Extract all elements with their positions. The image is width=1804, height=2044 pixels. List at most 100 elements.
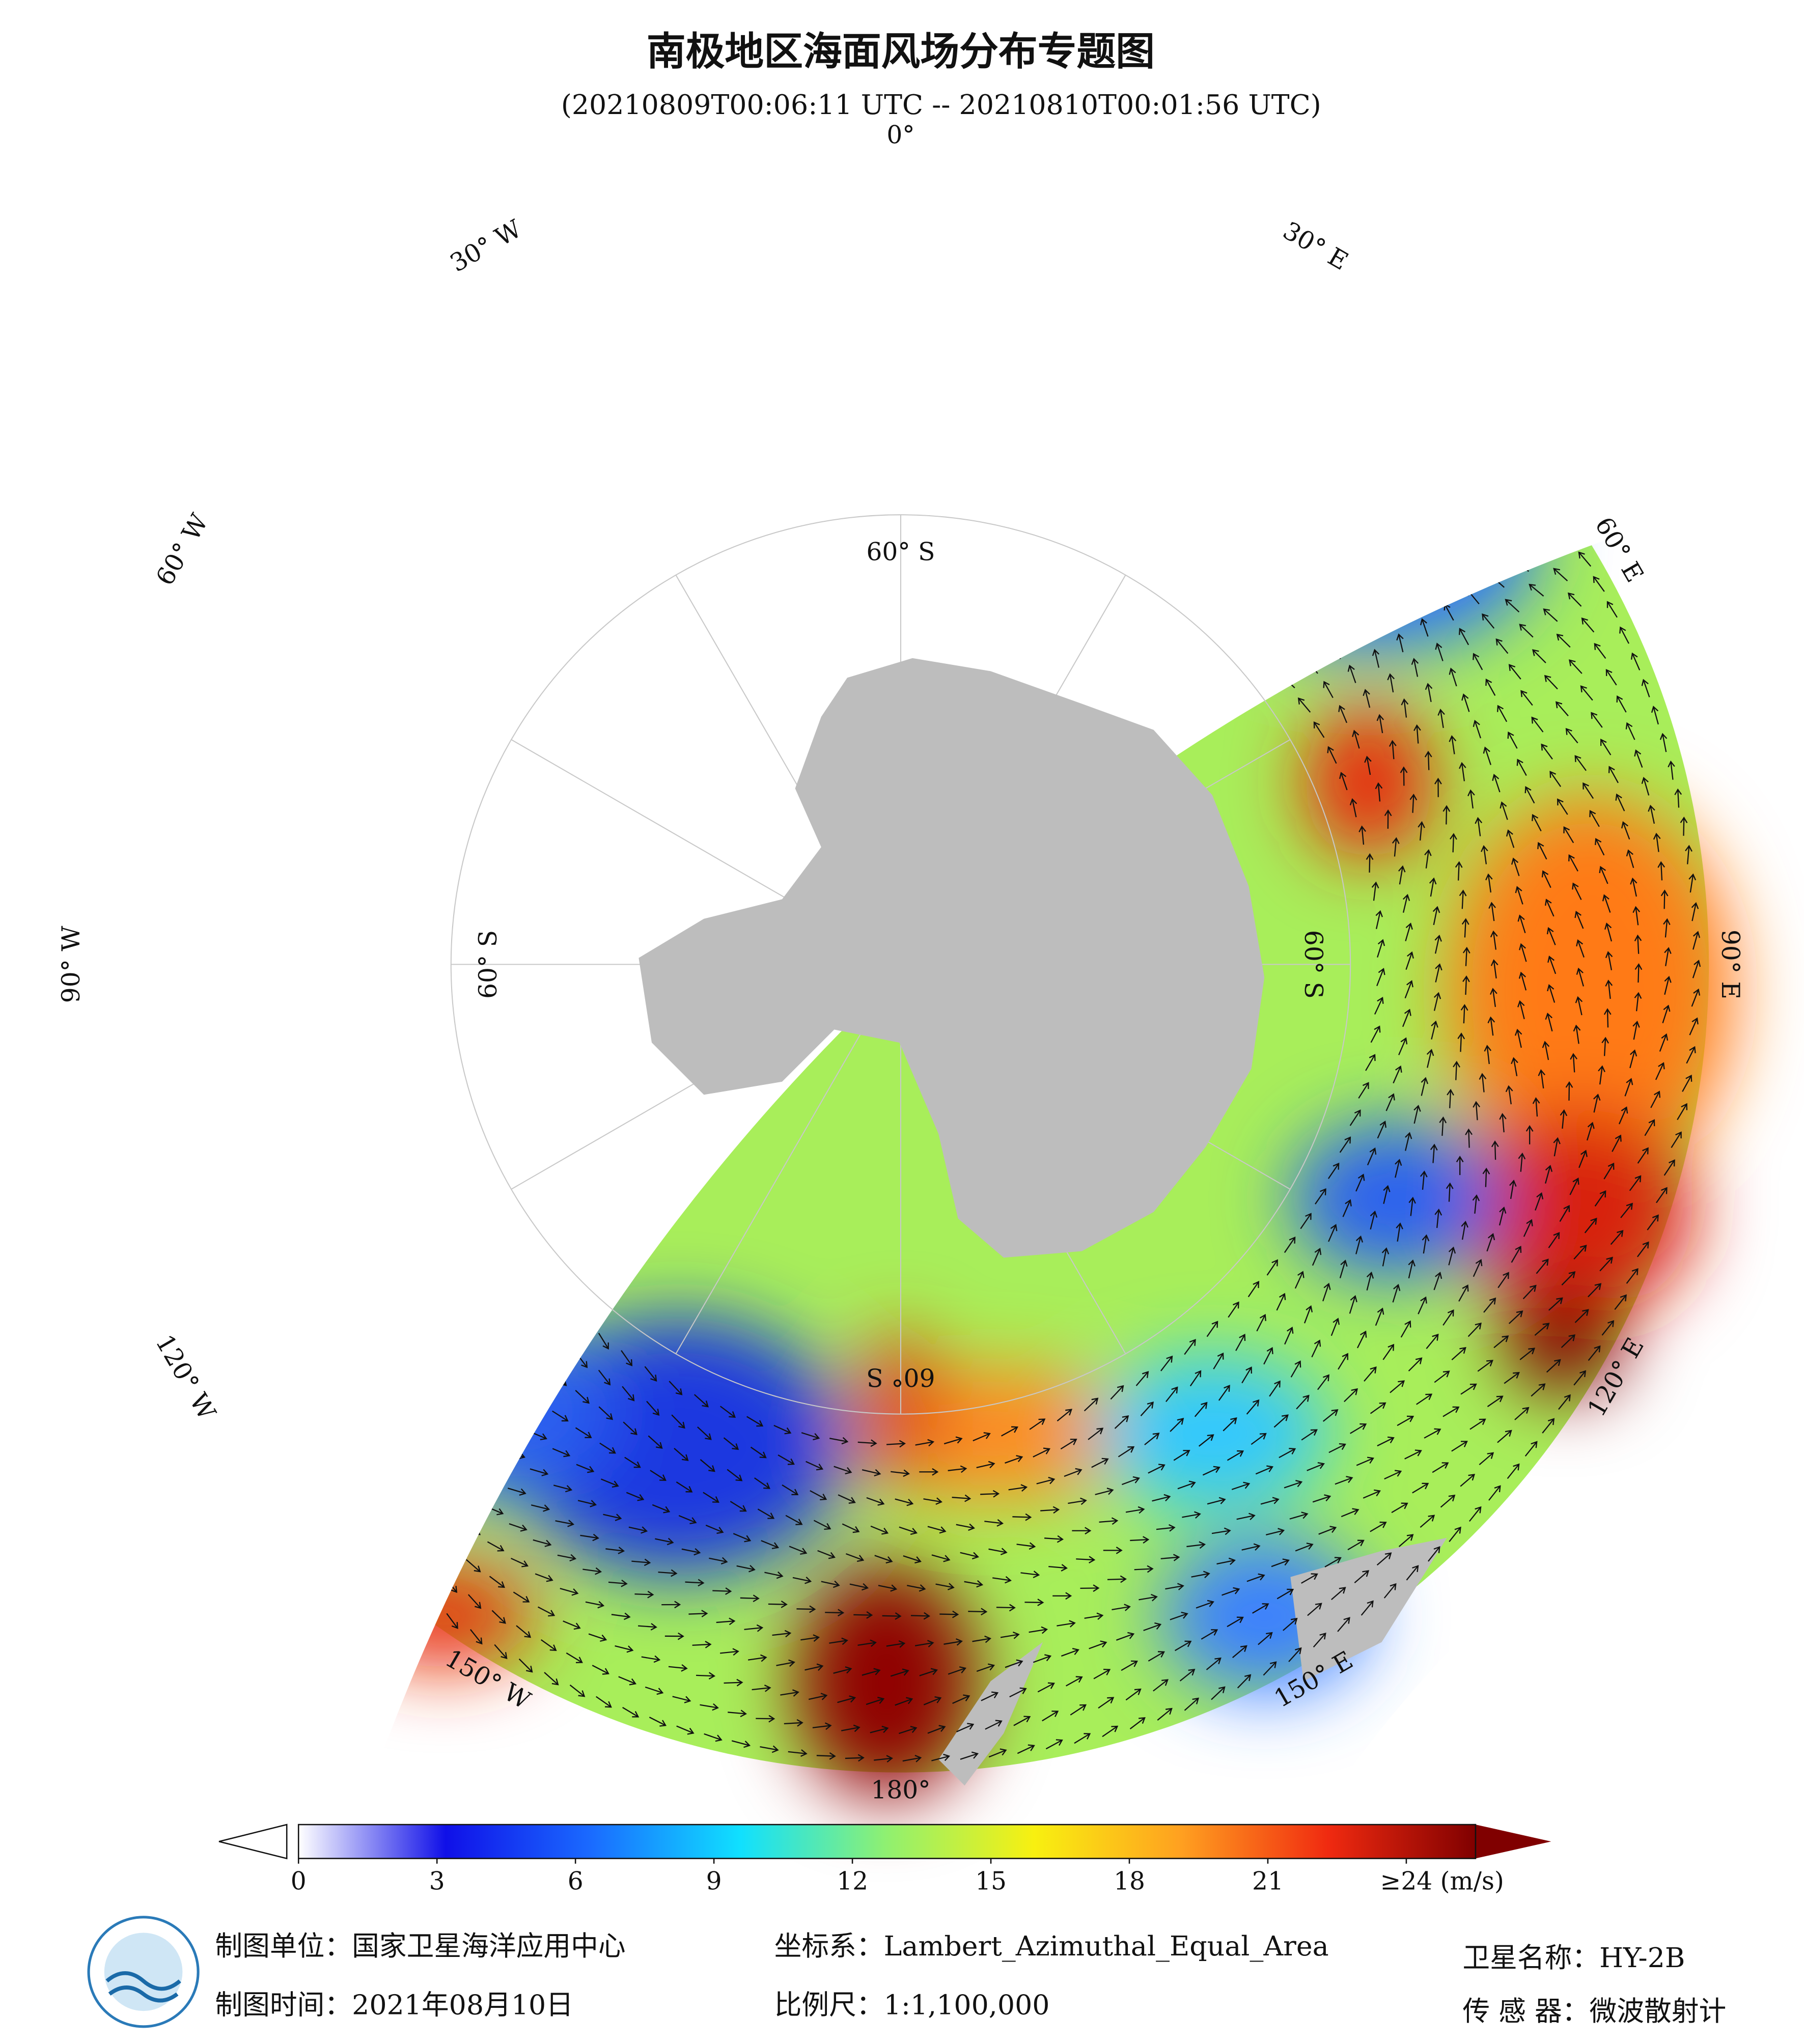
wind-arrow: [1411, 358, 1428, 366]
wind-arrow: [1064, 1468, 1083, 1477]
wind-arrow: [1594, 642, 1606, 659]
wind-arrow: [533, 1539, 552, 1547]
wind-arrow: [280, 860, 290, 878]
wind-arrow: [1327, 746, 1337, 764]
wind-arrow: [340, 671, 353, 687]
wind-arrow: [952, 1694, 970, 1704]
wind-arrow: [1216, 1557, 1236, 1565]
wind-arrow: [1301, 1573, 1318, 1584]
wind-arrow: [540, 417, 552, 426]
wind-arrow: [681, 1548, 701, 1556]
wind-arrow: [1051, 508, 1071, 516]
wind-arrow: [580, 558, 599, 567]
wind-arrow: [849, 368, 866, 376]
wind-arrow: [394, 1036, 404, 1054]
wind-arrow: [1504, 497, 1521, 509]
wind-arrow: [1606, 601, 1618, 618]
wind-arrow: [1083, 336, 1098, 346]
wind-arrow: [1312, 1494, 1331, 1503]
wind-arrow: [187, 1313, 195, 1331]
wind-arrow: [518, 1658, 533, 1673]
wind-arrow: [472, 1291, 487, 1304]
wind-arrow: [1578, 551, 1592, 567]
wind-arrow: [1650, 1090, 1661, 1108]
wind-arrow: [1319, 581, 1330, 599]
wind-arrow: [1581, 617, 1595, 633]
wind-arrow: [660, 540, 680, 548]
wind-arrow: [395, 1282, 411, 1295]
wind-arrow: [310, 461, 321, 478]
wind-arrow: [1135, 1370, 1149, 1386]
wind-arrow: [156, 763, 162, 781]
wind-arrow: [1354, 1570, 1370, 1583]
wind-arrow: [1339, 1259, 1348, 1278]
wind-arrow: [1559, 1205, 1570, 1222]
wind-arrow: [166, 1056, 173, 1074]
wind-arrow: [311, 1355, 320, 1374]
wind-arrow: [1024, 470, 1044, 478]
wind-arrow: [1492, 773, 1501, 793]
wind-arrow: [864, 425, 883, 433]
wind-arrow: [902, 1754, 922, 1762]
wind-arrow: [191, 743, 198, 762]
wind-arrow: [273, 974, 281, 994]
wind-arrow: [872, 453, 891, 461]
wind-arrow: [1517, 914, 1526, 934]
wind-arrow: [678, 499, 697, 508]
wind-arrow: [508, 398, 519, 412]
wind-arrow: [326, 1124, 336, 1142]
wind-arrow: [1251, 1433, 1267, 1445]
wind-arrow: [403, 1388, 420, 1401]
wind-arrow: [866, 1697, 885, 1705]
wind-arrow: [996, 435, 1016, 443]
wind-arrow: [862, 1668, 881, 1676]
wind-arrow: [911, 425, 931, 433]
wind-arrow: [1189, 1370, 1202, 1387]
wind-arrow: [258, 586, 265, 605]
wind-arrow: [1271, 1558, 1290, 1567]
wind-arrow: [1424, 448, 1441, 459]
wind-arrow: [1386, 374, 1403, 382]
wind-arrow: [337, 391, 351, 402]
wind-arrow: [1374, 996, 1384, 1015]
wind-arrow: [1256, 523, 1270, 538]
wind-arrow: [1449, 735, 1457, 754]
wind-arrow: [1246, 1573, 1265, 1582]
wind-arrow: [168, 1188, 174, 1206]
wind-arrow: [969, 343, 988, 350]
wind-arrow: [1573, 1024, 1581, 1044]
wind-arrow: [1428, 579, 1438, 597]
wind-arrow: [689, 431, 707, 442]
wind-arrow: [253, 733, 262, 751]
wind-arrow: [1616, 695, 1627, 713]
wind-arrow: [1165, 1583, 1184, 1590]
wind-arrow: [768, 293, 786, 300]
wind-arrow: [941, 167, 959, 174]
wind-arrow: [1263, 453, 1274, 470]
wind-arrow: [421, 901, 429, 920]
wind-arrow: [1184, 1697, 1200, 1711]
wind-arrow: [746, 1416, 764, 1427]
wind-arrow: [1165, 214, 1183, 220]
wind-arrow: [334, 523, 342, 543]
wind-arrow: [829, 399, 846, 407]
wind-arrow: [255, 1255, 263, 1275]
wind-arrow: [1223, 1417, 1237, 1432]
wind-arrow: [1306, 658, 1318, 674]
wind-arrow: [580, 1533, 599, 1542]
wind-arrow: [846, 1553, 865, 1562]
wind-arrow: [286, 653, 295, 672]
wind-arrow: [1393, 534, 1403, 552]
wind-arrow: [357, 372, 373, 382]
wind-arrow: [1408, 1357, 1423, 1371]
wind-arrow: [1364, 755, 1372, 775]
wind-arrow: [333, 991, 341, 1010]
wind-arrow: [132, 991, 139, 1009]
wind-arrow: [312, 1170, 321, 1189]
wind-arrow: [903, 1555, 922, 1564]
wind-arrow: [1373, 513, 1384, 530]
wind-arrow: [560, 1588, 579, 1596]
wind-arrow: [712, 515, 732, 523]
wind-arrow: [1160, 429, 1178, 440]
